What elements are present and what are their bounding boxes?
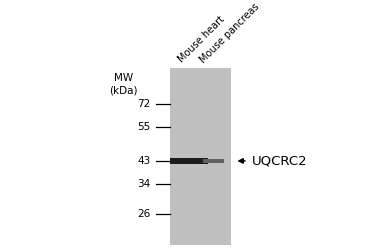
Bar [203, 159, 224, 163]
Text: UQCRC2: UQCRC2 [252, 154, 307, 168]
Bar [169, 158, 208, 164]
Text: Mouse pancreas: Mouse pancreas [198, 1, 261, 65]
Text: 55: 55 [137, 122, 151, 132]
Bar [169, 68, 231, 245]
Text: 26: 26 [137, 209, 151, 219]
Text: 43: 43 [137, 156, 151, 166]
Text: MW
(kDa): MW (kDa) [109, 73, 138, 96]
Text: 72: 72 [137, 99, 151, 109]
Text: 34: 34 [137, 179, 151, 189]
Text: Mouse heart: Mouse heart [176, 14, 226, 65]
